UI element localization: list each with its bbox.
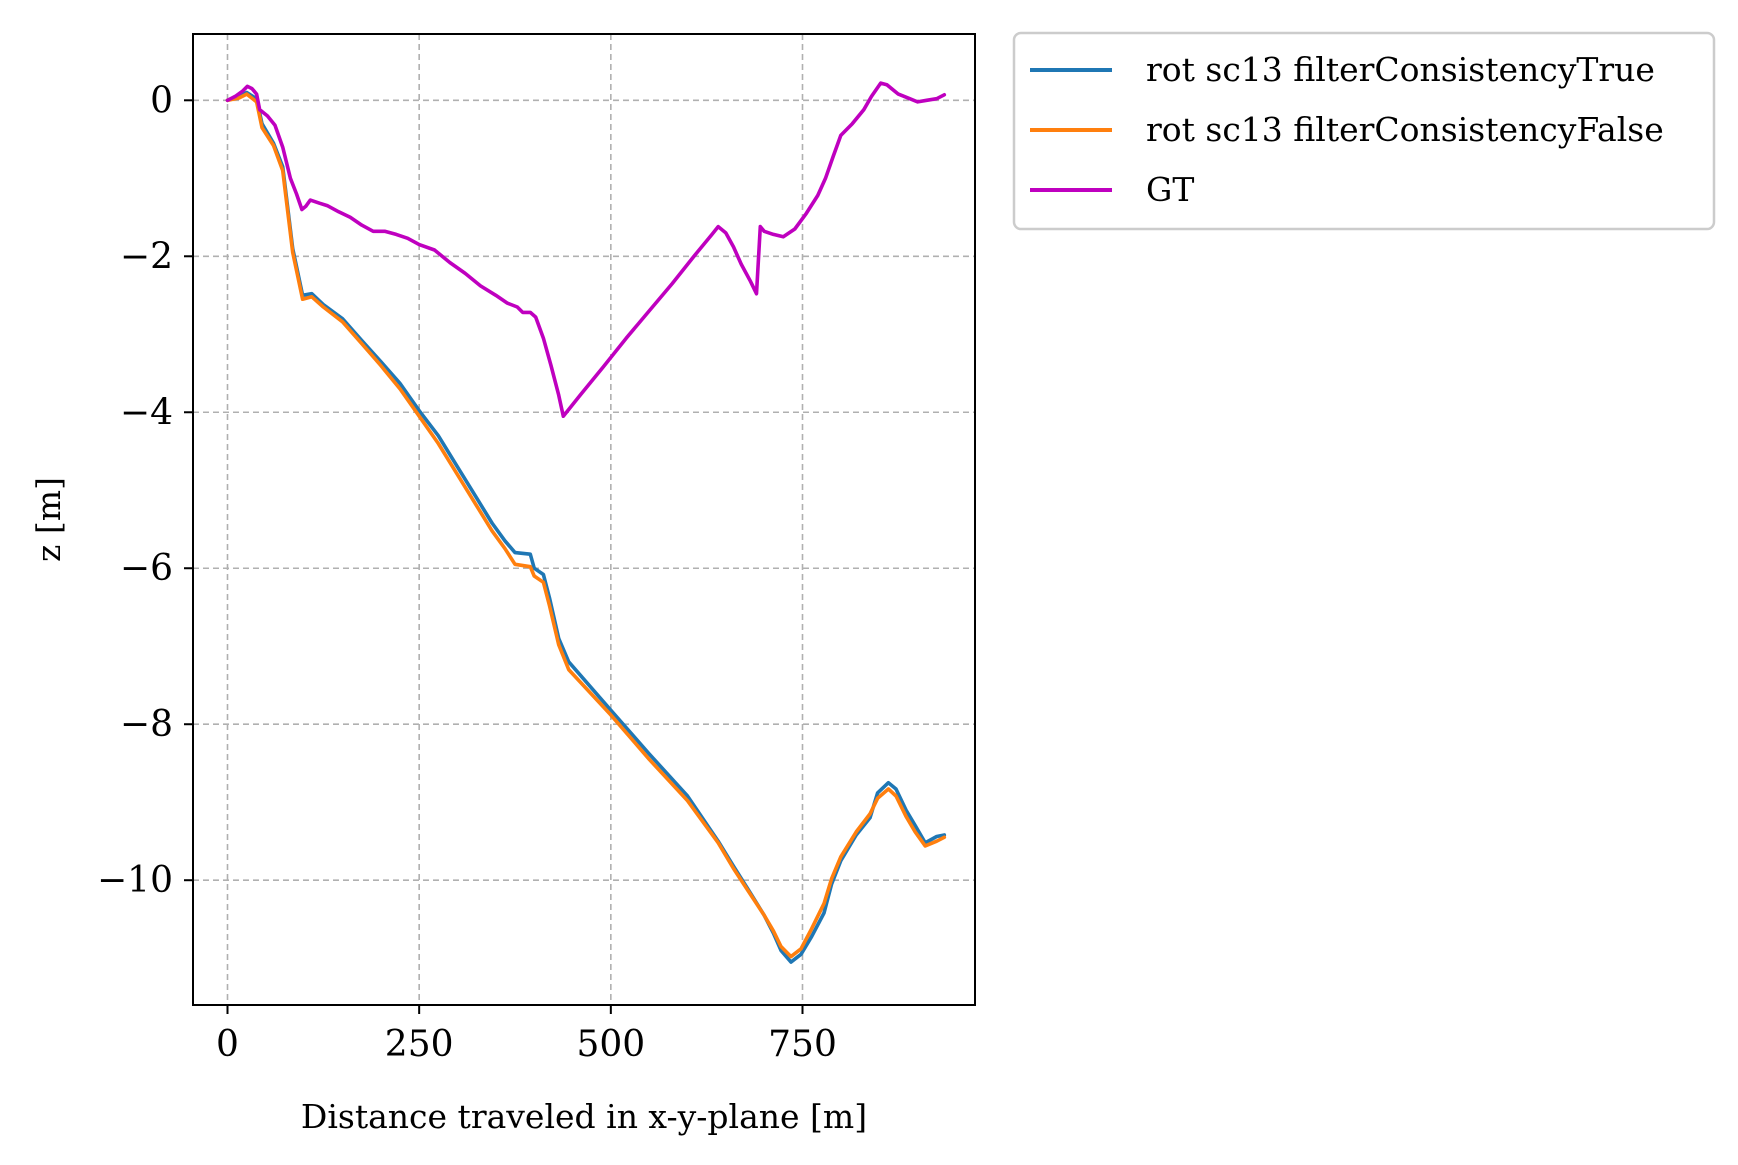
series-line-2 [225, 92, 947, 959]
legend-label: rot sc13 filterConsistencyTrue [1146, 50, 1655, 89]
legend-label: rot sc13 filterConsistencyFalse [1146, 110, 1664, 149]
y-tick-label: −4 [120, 392, 173, 433]
series-line-3 [225, 81, 947, 418]
x-tick-label: 250 [385, 1024, 454, 1065]
x-tick-label: 500 [576, 1024, 645, 1065]
y-tick-label: −10 [97, 860, 173, 901]
series-line-1 [225, 90, 947, 964]
legend-box [1012, 31, 1716, 231]
y-tick-label: −6 [120, 548, 173, 589]
y-axis-label: z [m] [29, 477, 68, 562]
grid-lines [193, 34, 975, 1005]
legend: rot sc13 filterConsistencyTrue rot sc13 f… [1012, 31, 1716, 231]
axis-ticks: 0 250 500 750 0 −2 −4 −6 −8 −10 [97, 80, 837, 1065]
y-tick-label: 0 [150, 80, 173, 121]
y-tick-label: −8 [120, 704, 173, 745]
plot-frame [192, 33, 976, 1006]
x-axis-label: Distance traveled in x-y-plane [m] [301, 1097, 867, 1136]
y-tick-label: −2 [120, 236, 173, 277]
series-lines [225, 81, 947, 964]
x-tick-label: 750 [768, 1024, 837, 1065]
legend-label: GT [1146, 170, 1194, 209]
x-tick-label: 0 [216, 1024, 239, 1065]
